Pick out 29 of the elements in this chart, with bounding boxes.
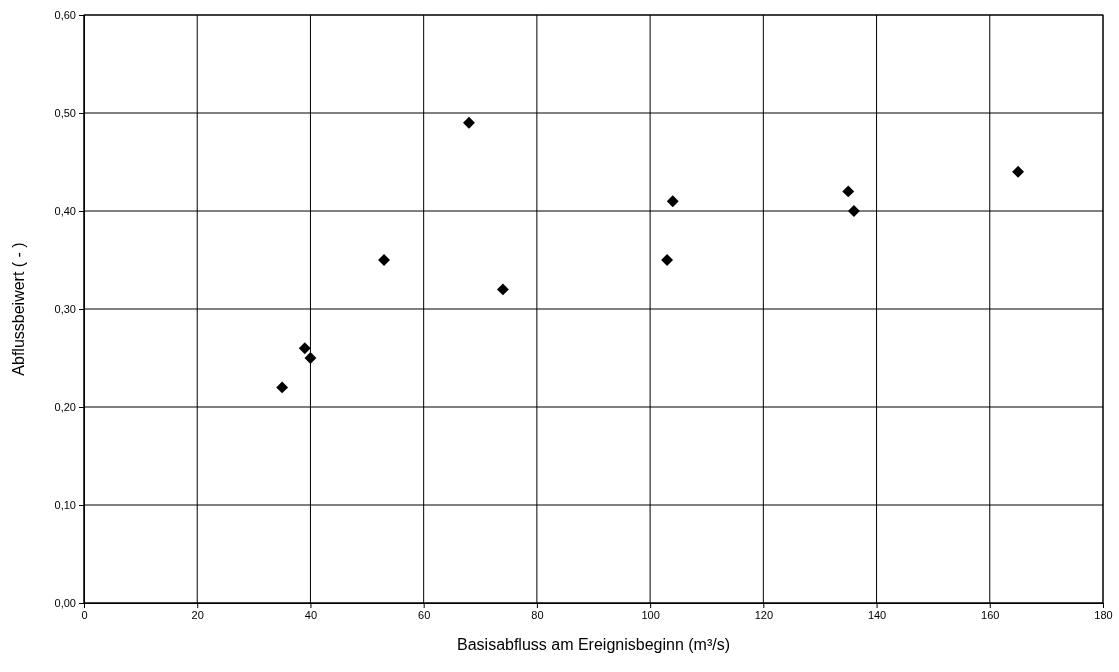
y-tick-label: 0,40 xyxy=(54,205,76,218)
point xyxy=(847,205,860,217)
x-tick-label: 100 xyxy=(641,608,660,621)
point xyxy=(661,254,674,266)
y-tick-label: 0,20 xyxy=(54,401,76,414)
point xyxy=(1012,165,1025,178)
x-tick-label: 0 xyxy=(81,608,88,621)
x-tick-label: 140 xyxy=(867,608,887,621)
y-tick-label: 0,50 xyxy=(54,107,76,120)
point xyxy=(666,195,679,208)
x-tick-label: 120 xyxy=(754,608,774,621)
x-tick-label: 180 xyxy=(1094,608,1113,621)
x-tick-label: 40 xyxy=(304,608,318,621)
x-tick-label: 80 xyxy=(531,608,544,621)
point xyxy=(276,381,289,394)
y-tick-label: 0,00 xyxy=(54,597,76,610)
x-tick-label: 60 xyxy=(418,608,431,621)
y-tick-label: 0,60 xyxy=(54,9,76,22)
y-tick-label: 0,10 xyxy=(54,499,76,512)
point xyxy=(842,185,855,198)
x-axis-title: Basisabfluss am Ereignisbeginn (m³/s) xyxy=(457,636,730,653)
y-axis-title: Abflussbeiwert ( - ) xyxy=(10,242,27,376)
x-tick-label: 160 xyxy=(981,608,1000,621)
point xyxy=(463,116,475,129)
x-tick-label: 20 xyxy=(191,608,204,621)
y-tick-label: 0,30 xyxy=(54,303,76,316)
point xyxy=(496,283,509,296)
point xyxy=(298,342,311,355)
point xyxy=(304,352,317,364)
